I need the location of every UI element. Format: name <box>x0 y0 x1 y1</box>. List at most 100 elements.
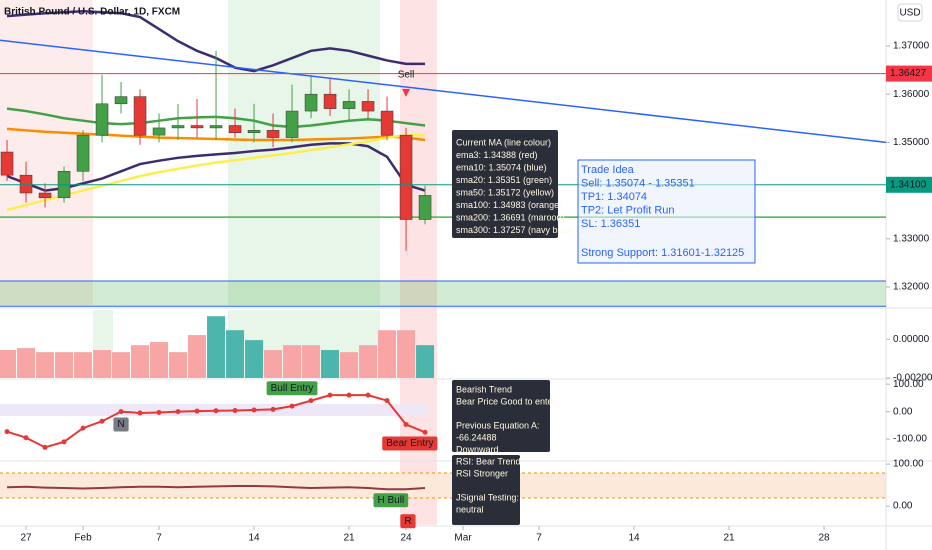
signal-label-box <box>266 381 318 396</box>
x-tick-label: 28 <box>818 533 830 544</box>
candle-body <box>0 151 14 176</box>
currency-box <box>897 3 923 22</box>
signal-label: H Bull <box>377 495 404 506</box>
trade-idea-line: SL: 1.36351 <box>581 218 640 230</box>
x-tick-label: 27 <box>20 533 32 544</box>
y-tick-label: 1.36000 <box>893 89 930 100</box>
y-tick-label: -100.00 <box>893 434 927 445</box>
ma-tooltip-line: sma20: 1.35351 (green) <box>456 175 552 185</box>
histogram-bar <box>169 352 188 378</box>
tooltip-line: -66.24488 <box>456 432 497 442</box>
ma-tooltip-line: sma50: 1.35172 (yellow) <box>456 187 554 197</box>
signal-label-box <box>400 514 416 529</box>
histogram-bar <box>207 316 226 378</box>
candle-body <box>38 192 52 199</box>
y-tick-label: 100.00 <box>893 379 924 390</box>
signal-label: N <box>117 419 124 430</box>
candle-body <box>323 93 337 109</box>
histogram-bar <box>321 350 340 378</box>
histogram-bar <box>55 352 74 378</box>
candle-body <box>342 101 356 109</box>
candle-body <box>152 127 166 136</box>
ma-tooltip-line: ema3: 1.34388 (red) <box>456 150 538 160</box>
point <box>175 409 181 415</box>
candle-body <box>76 134 90 172</box>
candle-body <box>418 195 432 220</box>
tooltip-line: Downward <box>456 444 499 454</box>
trade-idea-line: TP2: Let Profit Run <box>581 204 675 216</box>
x-tick-label: 24 <box>400 533 412 544</box>
point <box>251 407 257 413</box>
tooltip-line: JSignal Testing: <box>456 492 519 502</box>
price-label-box <box>886 65 932 82</box>
signal-label-box <box>373 493 409 508</box>
histogram-bar <box>302 345 321 378</box>
line <box>6 394 426 449</box>
signal-tooltip <box>452 380 550 452</box>
point <box>327 392 333 398</box>
y-tick-label: 1.33000 <box>893 233 930 244</box>
ma-tooltip-line: sma100: 1.34983 (orange) <box>456 200 562 210</box>
trendline <box>0 39 887 144</box>
price-label-box <box>886 176 932 193</box>
candle-body <box>399 134 413 220</box>
candle-body <box>114 96 128 105</box>
ma-tooltip-line: sma300: 1.37257 (navy blue) <box>456 225 573 235</box>
point <box>213 408 219 414</box>
ma-tooltip <box>452 130 558 238</box>
point <box>365 392 371 398</box>
tooltip-line: Previous Equation A: <box>456 420 540 430</box>
tooltip-line: Bearish Trend <box>456 384 512 394</box>
tooltip-line: RSI: Bear Trend <box>456 456 521 466</box>
point <box>42 444 48 450</box>
point <box>61 439 67 445</box>
tooltip-line: neutral <box>456 504 484 514</box>
point <box>194 408 200 414</box>
histogram-bar <box>188 335 207 378</box>
histogram-bar <box>359 345 378 378</box>
rsi-tooltip <box>452 455 520 525</box>
y-tick-label: 1.37000 <box>893 41 930 52</box>
x-tick-label: 21 <box>723 533 735 544</box>
candle-body <box>304 93 318 112</box>
histogram-bar <box>397 330 416 378</box>
ma-tooltip-line: sma200: 1.36691 (maroon) <box>456 212 565 222</box>
line <box>6 133 426 212</box>
trade-idea-box <box>577 159 756 264</box>
point <box>118 409 124 415</box>
x-tick-label: 7 <box>536 533 542 544</box>
histogram-bar <box>245 340 264 378</box>
point <box>23 435 29 441</box>
overlay: British Pound / U.S. Dollar, 1D, FXCM US… <box>4 3 932 529</box>
candle-body <box>190 125 204 129</box>
histogram-bar <box>17 348 36 378</box>
histogram-bar <box>112 352 131 378</box>
histogram-bar <box>416 345 435 378</box>
tooltip-line: RSI Stronger <box>456 468 508 478</box>
ma-tooltip-line: ema10: 1.35074 (blue) <box>456 162 547 172</box>
candle-body <box>19 174 33 194</box>
x-tick-label: 21 <box>343 533 355 544</box>
signal-label: Bear Entry <box>386 438 433 449</box>
support-zone <box>0 280 886 307</box>
currency: USD <box>899 8 920 19</box>
line <box>7 484 426 491</box>
y-tick-label: 100.00 <box>893 459 924 470</box>
point <box>232 408 238 414</box>
candle-body <box>247 130 261 133</box>
trade-idea-footer: Strong Support: 1.31601-1.32125 <box>581 247 744 259</box>
histogram-bar <box>283 345 302 378</box>
histogram-bar <box>0 350 17 378</box>
histogram-bar <box>264 350 283 378</box>
candle-body <box>285 110 299 138</box>
histogram-bar <box>93 350 112 378</box>
plot: 1.370001.360001.350001.330001.320000.000… <box>0 10 932 544</box>
x-tick-label: Feb <box>74 533 92 544</box>
point <box>289 403 295 409</box>
point <box>403 422 409 428</box>
y-tick-label: 1.35000 <box>893 137 930 148</box>
histogram-bar <box>150 342 169 378</box>
bg-zone <box>228 0 380 305</box>
point <box>99 418 105 424</box>
candle-body <box>95 103 109 136</box>
